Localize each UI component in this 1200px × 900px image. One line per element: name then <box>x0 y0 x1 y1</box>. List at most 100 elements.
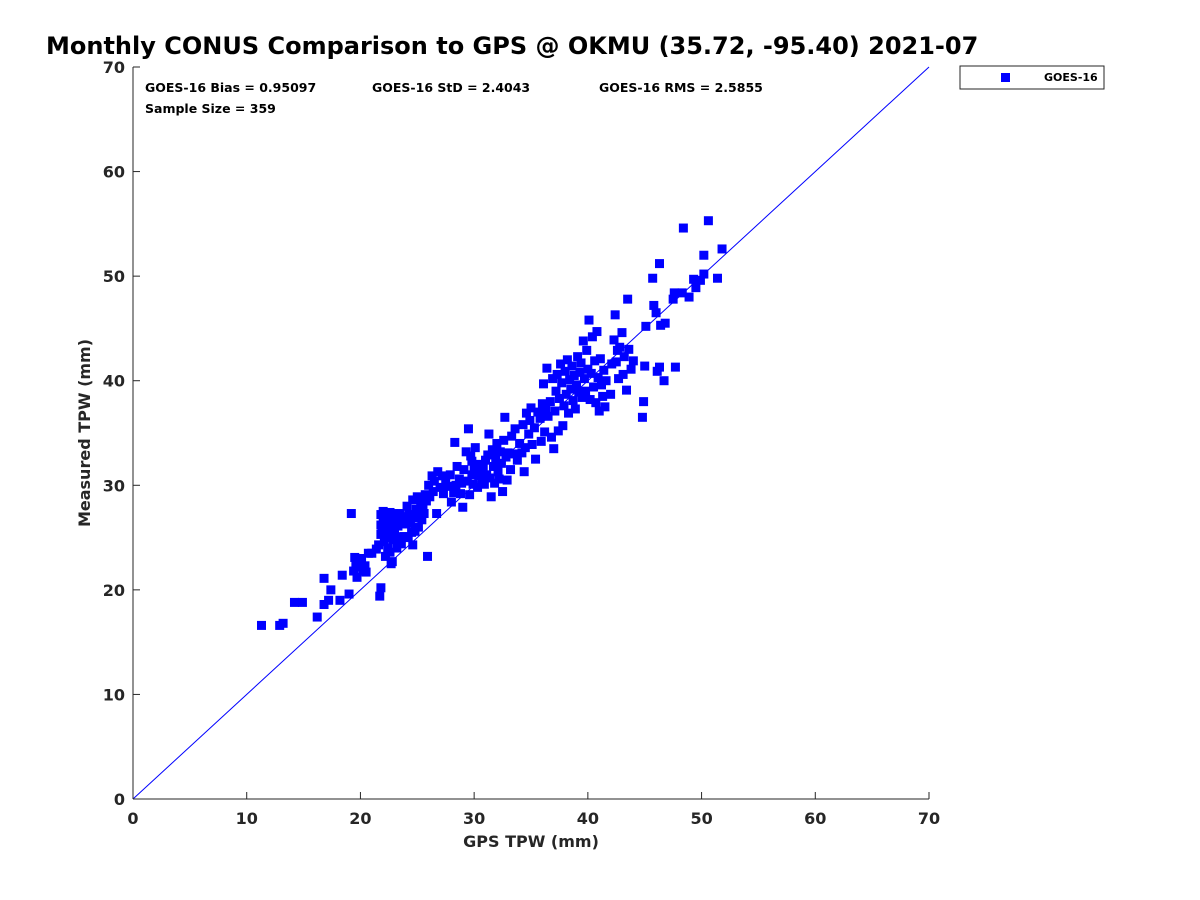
data-point <box>496 458 506 468</box>
data-point <box>525 415 535 425</box>
x-tick-label: 50 <box>690 809 712 828</box>
data-point <box>437 471 447 481</box>
data-point <box>349 566 359 576</box>
data-point <box>584 315 594 325</box>
data-point <box>703 216 713 226</box>
data-point <box>417 515 427 525</box>
data-point <box>490 478 500 488</box>
data-point <box>401 519 411 529</box>
data-point <box>433 467 443 477</box>
data-point <box>424 480 434 490</box>
data-point <box>587 332 597 342</box>
data-point <box>470 443 480 453</box>
data-point <box>374 540 384 550</box>
data-point <box>639 397 649 407</box>
data-point <box>568 396 578 406</box>
data-point <box>378 506 388 516</box>
x-tick-label: 20 <box>349 809 371 828</box>
data-point <box>626 364 636 374</box>
data-point <box>549 444 559 454</box>
data-point <box>455 489 465 499</box>
data-point <box>468 479 478 489</box>
data-point <box>402 501 412 511</box>
x-tick-label: 30 <box>463 809 485 828</box>
data-point <box>506 465 516 475</box>
data-point <box>427 471 437 481</box>
data-point <box>394 533 404 543</box>
data-point <box>415 507 425 517</box>
data-point <box>297 597 307 607</box>
data-point <box>463 424 473 434</box>
data-point <box>599 365 609 375</box>
data-point <box>425 492 435 502</box>
y-tick-label: 40 <box>103 372 125 391</box>
data-point <box>567 361 577 371</box>
x-tick-label: 40 <box>577 809 599 828</box>
stat-sample-size: Sample Size = 359 <box>145 101 276 116</box>
data-point <box>481 455 491 465</box>
data-point <box>539 379 549 389</box>
data-point <box>408 540 418 550</box>
data-point <box>493 467 503 477</box>
data-point <box>486 492 496 502</box>
x-tick-label: 70 <box>918 809 940 828</box>
data-point <box>387 557 397 567</box>
data-point <box>689 274 699 284</box>
data-point <box>579 374 589 384</box>
data-point <box>461 447 471 457</box>
data-point <box>640 361 650 371</box>
data-point <box>623 294 633 304</box>
data-point <box>553 426 563 436</box>
data-point <box>380 522 390 532</box>
data-point <box>582 345 592 355</box>
data-point <box>491 453 501 463</box>
data-point <box>507 431 517 441</box>
data-point <box>289 597 299 607</box>
data-point <box>576 358 586 368</box>
data-point <box>256 620 266 630</box>
data-point <box>699 250 709 260</box>
data-point <box>376 583 386 593</box>
data-point <box>617 328 627 338</box>
data-point <box>527 440 537 450</box>
data-point <box>403 533 413 543</box>
data-point <box>324 595 334 605</box>
data-point <box>593 373 603 383</box>
data-point <box>566 384 576 394</box>
data-point <box>695 275 705 285</box>
data-point <box>451 480 461 490</box>
data-point <box>670 362 680 372</box>
y-ticks: 0 10 20 30 40 50 60 70 <box>103 58 140 809</box>
legend-box <box>959 65 1105 90</box>
data-point <box>385 547 395 557</box>
data-point <box>677 288 687 298</box>
data-point <box>479 479 489 489</box>
data-point <box>512 455 522 465</box>
data-point <box>487 445 497 455</box>
data-point <box>540 427 550 437</box>
y-tick-label: 0 <box>114 790 125 809</box>
data-point <box>445 470 455 480</box>
data-point <box>409 513 419 523</box>
data-point <box>495 447 505 457</box>
data-point <box>441 476 451 486</box>
y-tick-label: 30 <box>103 476 125 495</box>
data-point <box>467 456 477 466</box>
x-ticks: 0 10 20 30 40 50 60 70 <box>127 792 940 828</box>
data-point <box>615 342 625 352</box>
data-point <box>610 310 620 320</box>
data-point <box>488 461 498 471</box>
data-point <box>408 495 418 505</box>
data-point <box>484 429 494 439</box>
legend-marker <box>1001 73 1010 82</box>
data-point <box>556 359 566 369</box>
data-point <box>478 463 488 473</box>
data-point <box>400 512 410 522</box>
data-point <box>529 423 539 433</box>
data-point <box>515 438 525 448</box>
data-point <box>405 518 415 528</box>
data-point <box>586 368 596 378</box>
data-point <box>319 573 329 583</box>
data-point <box>344 589 354 599</box>
data-point <box>571 380 581 390</box>
